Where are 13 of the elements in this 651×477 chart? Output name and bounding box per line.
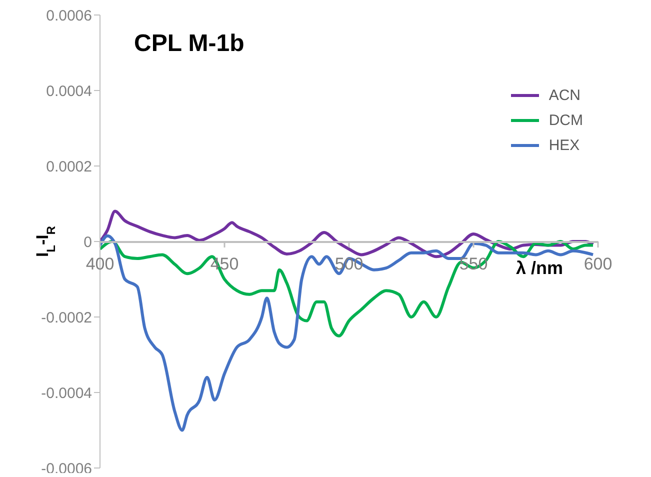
text: CPL M-1b xyxy=(134,30,244,58)
y-tick-label: -0.0002 xyxy=(41,309,92,326)
y-tick-label: 0 xyxy=(84,234,92,251)
x-axis-title: λ /nm xyxy=(516,258,564,278)
x-tick-label: 400 xyxy=(86,254,114,274)
y-tick-label: 0.0004 xyxy=(46,82,92,100)
y-tick-label: 0.0002 xyxy=(46,158,92,176)
legend-label: DCM xyxy=(548,112,583,129)
y-tick-label: 0.0006 xyxy=(46,7,92,24)
legend-label: ACN xyxy=(548,87,580,104)
legend-label: HEX xyxy=(548,137,580,154)
y-tick-label: -0.0004 xyxy=(41,384,92,402)
x-tick-label: 600 xyxy=(584,254,612,274)
